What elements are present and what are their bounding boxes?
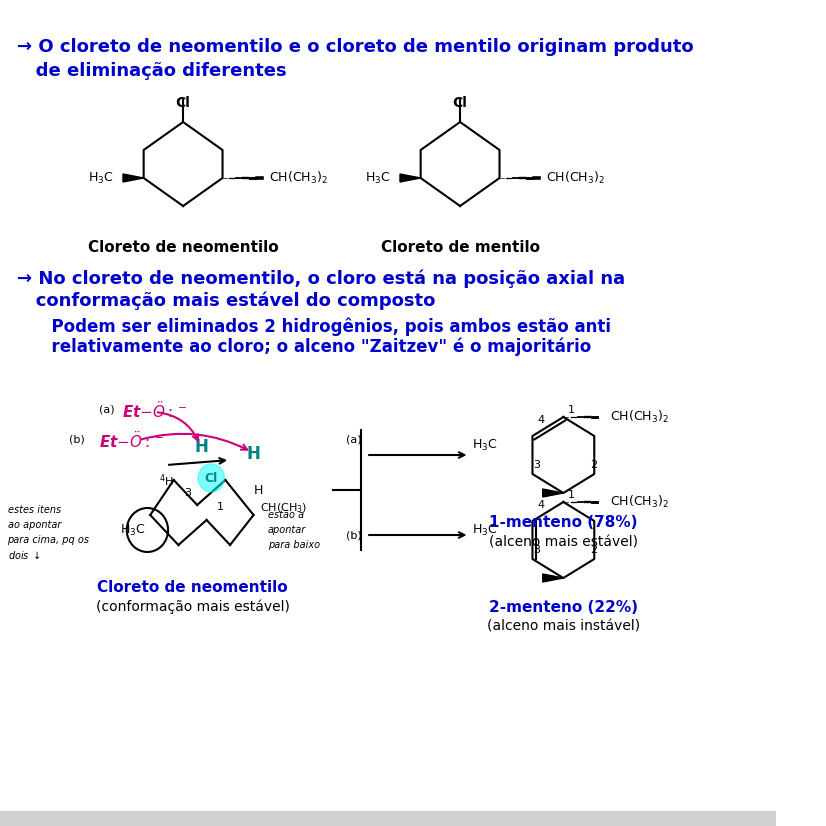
Text: Cloreto de neomentilo: Cloreto de neomentilo (97, 580, 287, 595)
Text: $^4$H: $^4$H (159, 472, 173, 489)
Text: (conformação mais estável): (conformação mais estável) (96, 600, 289, 615)
Text: Cloreto de mentilo: Cloreto de mentilo (381, 240, 539, 255)
Text: (b): (b) (69, 435, 84, 445)
Polygon shape (543, 489, 563, 497)
Text: conformação mais estável do composto: conformação mais estável do composto (17, 292, 435, 311)
Text: Et$-\ddot{O}:^-$: Et$-\ddot{O}:^-$ (122, 400, 188, 421)
Text: 1: 1 (568, 490, 575, 500)
Text: (a): (a) (98, 405, 114, 415)
Text: (alceno mais estável): (alceno mais estável) (489, 535, 638, 549)
Text: de eliminação diferentes: de eliminação diferentes (17, 62, 287, 80)
Text: 3: 3 (184, 488, 192, 498)
Text: ao apontar: ao apontar (7, 520, 61, 530)
Text: 1-menteno (78%): 1-menteno (78%) (489, 515, 638, 530)
Text: H$_3$C: H$_3$C (365, 170, 391, 186)
Text: Podem ser eliminados 2 hidrogênios, pois ambos estão anti: Podem ser eliminados 2 hidrogênios, pois… (17, 318, 611, 336)
Text: Cloreto de neomentilo: Cloreto de neomentilo (88, 240, 278, 255)
Text: (alceno mais instável): (alceno mais instável) (487, 620, 640, 634)
Text: H: H (247, 445, 260, 463)
Text: H: H (254, 483, 263, 496)
Text: 1: 1 (217, 502, 224, 512)
Text: 4: 4 (538, 415, 544, 425)
Bar (0, 811, 776, 826)
Text: H: H (195, 438, 209, 456)
Text: estes itens: estes itens (7, 505, 60, 515)
Text: H$_3$C: H$_3$C (472, 523, 497, 538)
Text: Cl: Cl (176, 96, 191, 110)
Text: 3: 3 (533, 545, 540, 555)
Text: CH(CH$_3$)$_2$: CH(CH$_3$)$_2$ (610, 409, 669, 425)
Text: Et$-\ddot{O}:^-$: Et$-\ddot{O}:^-$ (98, 430, 164, 451)
Polygon shape (400, 174, 420, 182)
Text: Cl: Cl (453, 96, 468, 110)
Text: CH(CH$_3$): CH(CH$_3$) (260, 501, 307, 515)
Text: → O cloreto de neomentilo e o cloreto de mentilo originam produto: → O cloreto de neomentilo e o cloreto de… (17, 38, 694, 56)
Text: (b): (b) (346, 530, 362, 540)
Text: CH(CH$_3$)$_2$: CH(CH$_3$)$_2$ (610, 494, 669, 510)
Text: → No cloreto de neomentilo, o cloro está na posição axial na: → No cloreto de neomentilo, o cloro está… (17, 270, 625, 288)
Text: 2: 2 (590, 460, 597, 470)
Text: 2: 2 (590, 545, 597, 555)
Text: estão a: estão a (268, 510, 304, 520)
Polygon shape (123, 174, 144, 182)
Text: H$_3$C: H$_3$C (88, 170, 114, 186)
Text: CH(CH$_3$)$_2$: CH(CH$_3$)$_2$ (269, 170, 328, 186)
Circle shape (198, 464, 225, 492)
Text: Cl: Cl (205, 472, 218, 485)
Text: relativamente ao cloro; o alceno "Zaitzev" é o majoritário: relativamente ao cloro; o alceno "Zaitze… (17, 338, 591, 357)
Text: 1: 1 (568, 405, 575, 415)
Text: 4: 4 (538, 500, 544, 510)
Text: CH(CH$_3$)$_2$: CH(CH$_3$)$_2$ (547, 170, 605, 186)
Text: apontar: apontar (268, 525, 306, 535)
Text: dois $\downarrow$: dois $\downarrow$ (7, 550, 40, 561)
Polygon shape (543, 574, 563, 582)
Text: para cima, pq os: para cima, pq os (7, 535, 89, 545)
Text: 3: 3 (533, 460, 540, 470)
Text: para baixo: para baixo (268, 540, 320, 550)
Text: (a): (a) (346, 435, 362, 445)
Text: H$_3$C: H$_3$C (472, 438, 497, 453)
Text: H$_3$C: H$_3$C (120, 523, 145, 538)
Text: 2-menteno (22%): 2-menteno (22%) (489, 600, 638, 615)
